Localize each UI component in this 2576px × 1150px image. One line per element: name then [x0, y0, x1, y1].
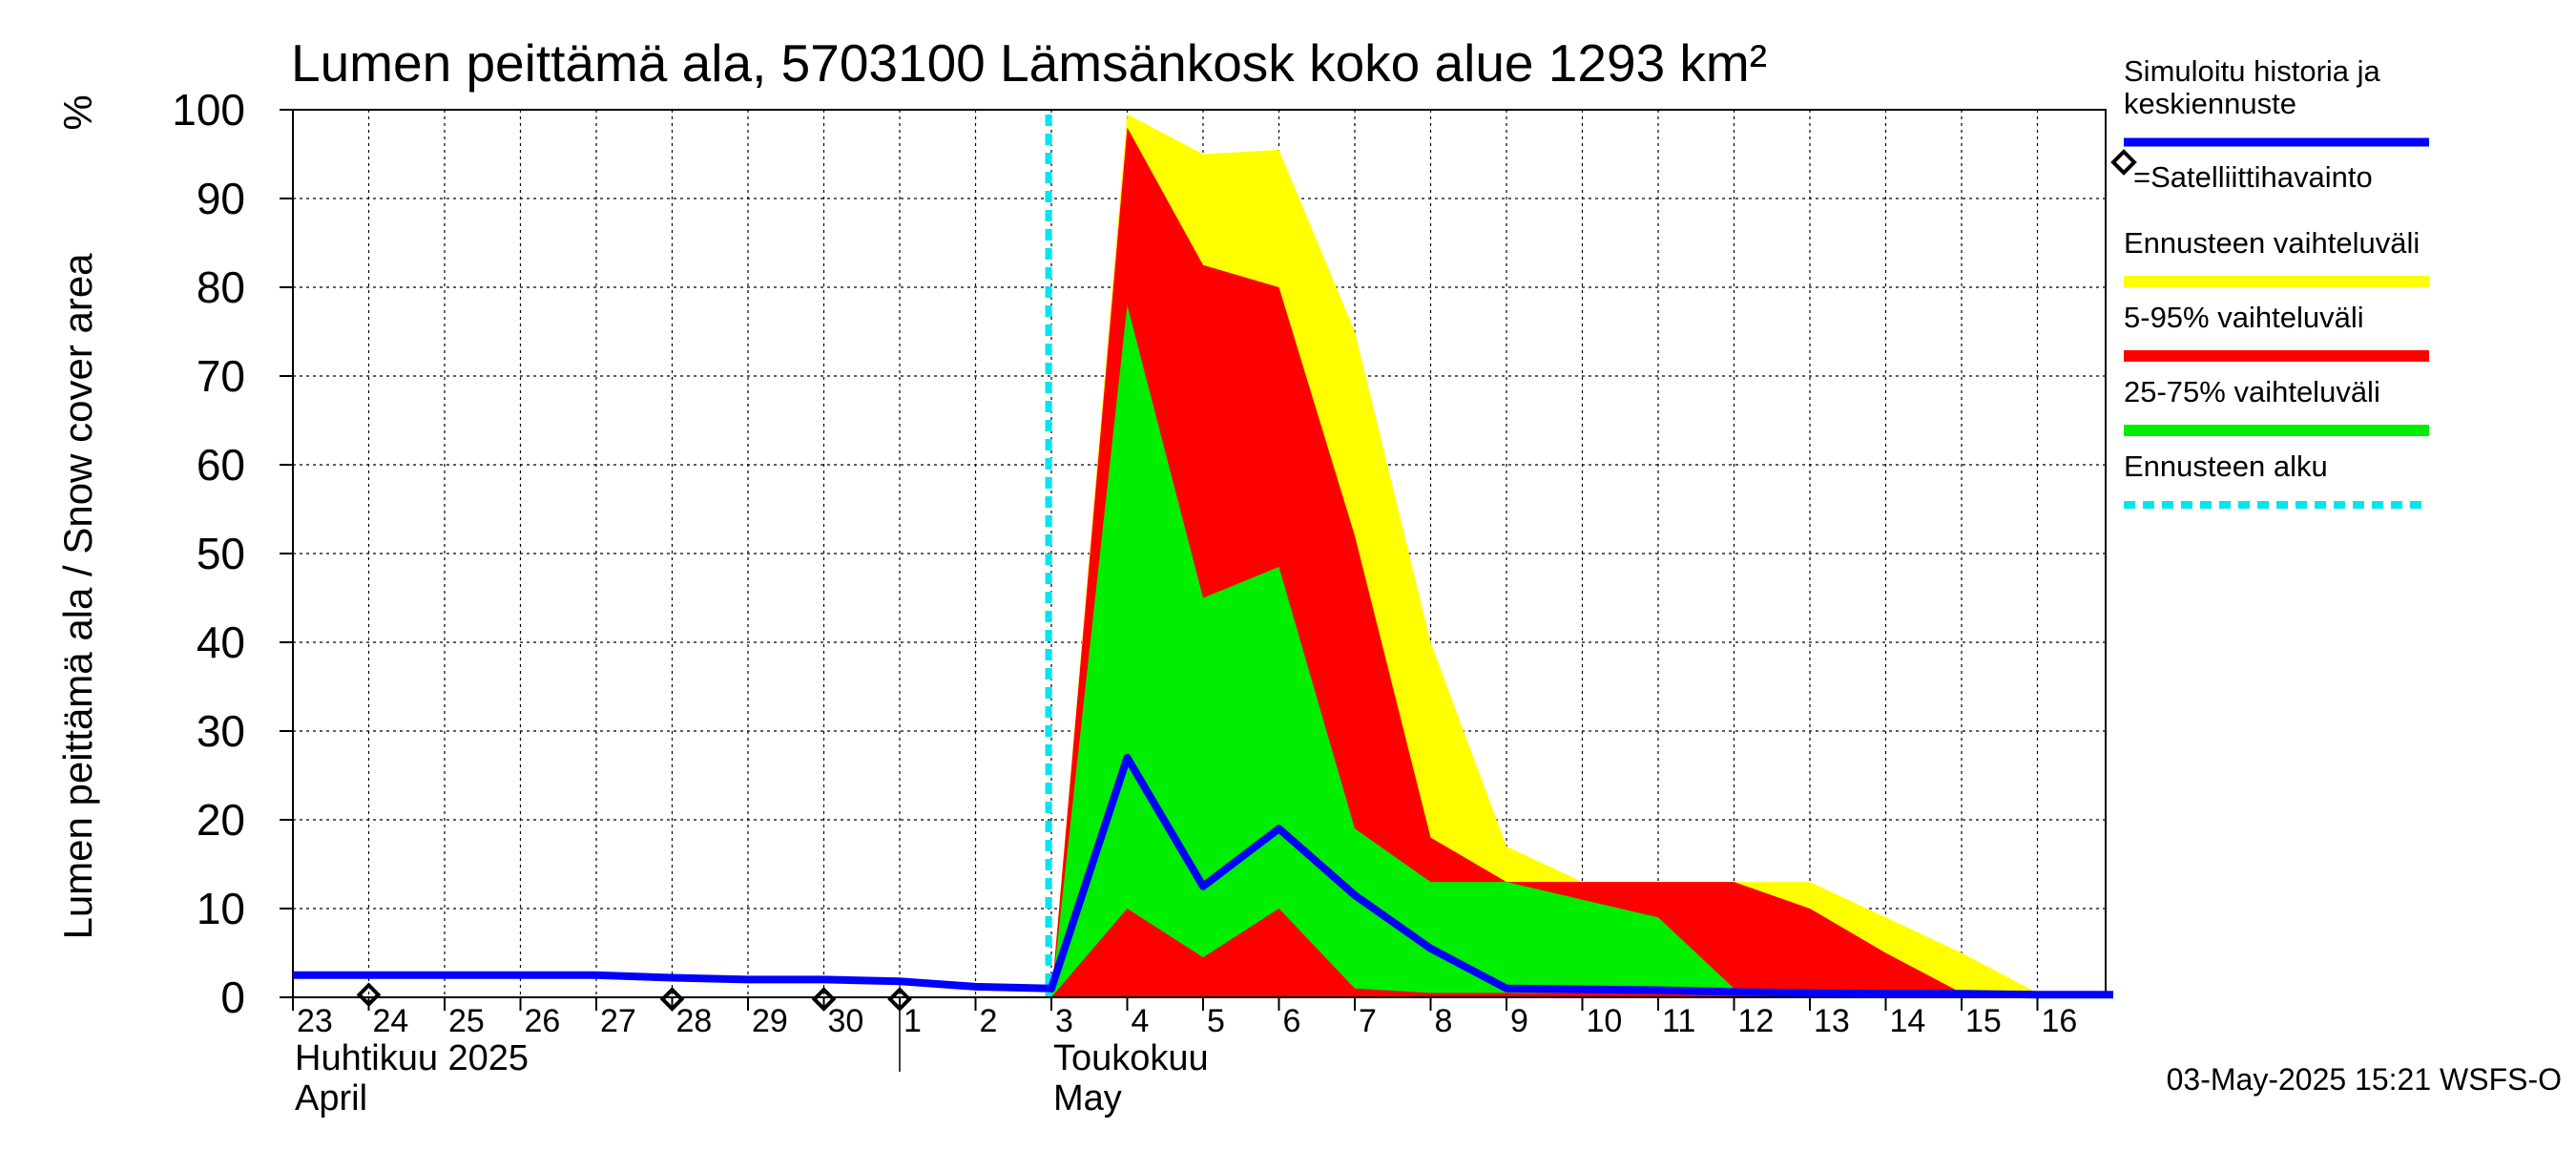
series-line-0: [293, 753, 2113, 999]
x-tick-label: 2: [980, 1003, 998, 1039]
legend-label: =Satelliittihavainto: [2133, 160, 2373, 194]
x-tick-label: 3: [1055, 1003, 1073, 1039]
y-tick-label: 50: [197, 529, 245, 578]
y-tick-label: 90: [197, 174, 245, 223]
x-tick-label: 8: [1435, 1003, 1453, 1039]
legend-label: keskiennuste: [2124, 87, 2296, 120]
y-axis-unit: %: [55, 94, 100, 130]
x-tick-label: 28: [676, 1003, 713, 1039]
y-tick-label: 80: [197, 262, 245, 312]
legend-label: Ennusteen alku: [2124, 450, 2328, 483]
x-tick-label: 13: [1814, 1003, 1850, 1039]
x-tick-label: 30: [828, 1003, 864, 1039]
x-tick-label: 5: [1207, 1003, 1225, 1039]
month-label: May: [1053, 1078, 1122, 1119]
y-tick-label: 60: [197, 440, 245, 490]
legend-label: 25-75% vaihteluväli: [2124, 375, 2380, 408]
x-tick-label: 24: [373, 1003, 409, 1039]
footer-timestamp: 03-May-2025 15:21 WSFS-O: [2167, 1062, 2562, 1097]
x-tick-label: 16: [2042, 1003, 2078, 1039]
band-2: [1051, 304, 2113, 998]
y-tick-label: 70: [197, 351, 245, 401]
x-tick-label: 14: [1890, 1003, 1926, 1039]
x-tick-label: 7: [1359, 1003, 1377, 1039]
month-label: Toukokuu: [1053, 1038, 1209, 1078]
x-tick-label: 15: [1965, 1003, 2002, 1039]
x-tick-label: 10: [1587, 1003, 1623, 1039]
x-tick-label: 4: [1132, 1003, 1150, 1039]
chart-title: Lumen peittämä ala, 5703100 Lämsänkosk k…: [291, 33, 1767, 93]
month-label: Huhtikuu 2025: [295, 1038, 529, 1078]
x-tick-label: 9: [1510, 1003, 1528, 1039]
x-tick-label: 25: [448, 1003, 485, 1039]
x-tick-label: 29: [752, 1003, 788, 1039]
y-tick-label: 0: [220, 972, 245, 1022]
legend-label: Simuloitu historia ja: [2124, 54, 2381, 88]
x-tick-label: 1: [904, 1003, 922, 1039]
x-tick-label: 11: [1662, 1003, 1695, 1039]
month-label: April: [295, 1078, 367, 1119]
x-tick-label: 12: [1738, 1003, 1775, 1039]
legend-satellite-icon: [2110, 149, 2137, 176]
x-tick-label: 27: [600, 1003, 636, 1039]
y-axis-label: Lumen peittämä ala / Snow cover area: [55, 253, 100, 940]
y-tick-label: 10: [197, 884, 245, 933]
y-tick-label: 20: [197, 795, 245, 845]
x-tick-label: 23: [297, 1003, 333, 1039]
x-tick-label: 6: [1283, 1003, 1301, 1039]
legend-label: 5-95% vaihteluväli: [2124, 301, 2364, 334]
x-tick-label: 26: [525, 1003, 561, 1039]
y-tick-label: 100: [172, 85, 245, 135]
legend-label: Ennusteen vaihteluväli: [2124, 226, 2420, 260]
y-tick-label: 40: [197, 617, 245, 667]
y-tick-label: 30: [197, 706, 245, 756]
